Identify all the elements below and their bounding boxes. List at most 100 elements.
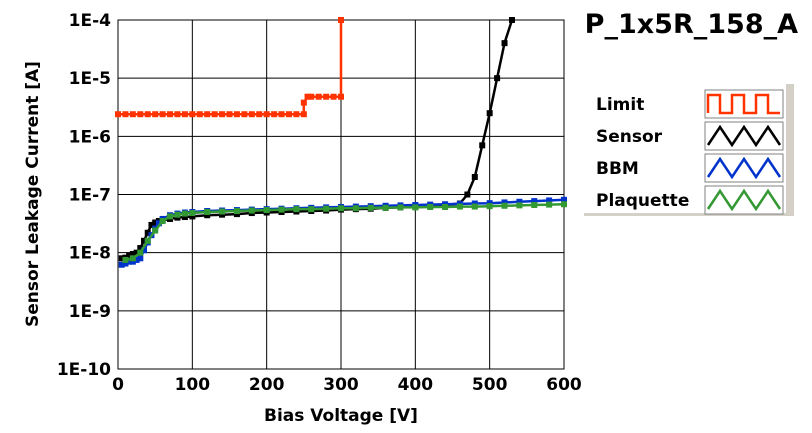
data-point-plaquette bbox=[233, 208, 240, 215]
data-point-plaquette bbox=[152, 227, 159, 234]
data-point-sensor bbox=[508, 17, 515, 23]
y-axis-title: Sensor Leakage Current [A] bbox=[23, 61, 43, 327]
data-point-bbm bbox=[486, 200, 493, 207]
data-point-sensor bbox=[486, 110, 493, 117]
data-point-limit bbox=[256, 111, 263, 118]
data-point-limit bbox=[233, 111, 240, 118]
data-point-bbm bbox=[126, 258, 133, 265]
legend-label: Limit bbox=[596, 95, 644, 115]
data-point-bbm bbox=[137, 255, 144, 262]
data-point-bbm bbox=[141, 247, 148, 254]
data-point-limit bbox=[338, 93, 344, 100]
legend-swatch-bbm bbox=[706, 156, 782, 180]
data-point-plaquette bbox=[397, 204, 404, 211]
data-point-sensor bbox=[501, 40, 508, 47]
data-point-plaquette bbox=[412, 204, 419, 211]
data-point-limit bbox=[115, 111, 121, 118]
y-tick-label: 1E-5 bbox=[69, 69, 111, 89]
data-point-plaquette bbox=[174, 211, 181, 218]
data-point-limit bbox=[315, 93, 322, 100]
data-point-plaquette bbox=[427, 203, 434, 210]
data-point-limit bbox=[226, 111, 233, 118]
data-point-limit bbox=[278, 111, 285, 118]
data-point-plaquette bbox=[293, 206, 300, 213]
data-point-sensor bbox=[148, 221, 155, 228]
x-tick-label: 300 bbox=[323, 375, 359, 395]
data-point-plaquette bbox=[167, 213, 174, 220]
data-point-limit bbox=[204, 111, 211, 118]
data-point-plaquette bbox=[189, 210, 196, 217]
data-point-limit bbox=[181, 111, 188, 118]
x-tick-label: 100 bbox=[175, 375, 211, 395]
data-point-bbm bbox=[501, 199, 508, 206]
data-point-limit bbox=[241, 111, 248, 118]
data-point-plaquette bbox=[248, 207, 255, 214]
data-point-limit bbox=[159, 111, 166, 118]
x-axis-title: Bias Voltage [V] bbox=[264, 406, 418, 426]
legend-item-limit: Limit bbox=[596, 89, 784, 119]
y-tick-label: 1E-4 bbox=[69, 11, 111, 31]
data-point-plaquette bbox=[546, 201, 553, 208]
data-point-bbm bbox=[122, 260, 129, 267]
data-point-limit bbox=[293, 111, 300, 118]
data-point-limit bbox=[285, 111, 292, 118]
y-tick-label: 1E-9 bbox=[69, 302, 111, 322]
data-point-sensor bbox=[126, 252, 133, 259]
data-point-limit bbox=[152, 111, 159, 118]
data-point-limit bbox=[211, 111, 218, 118]
data-point-limit bbox=[263, 111, 270, 118]
data-point-plaquette bbox=[122, 256, 129, 263]
x-axis-ticks: 0 100 200 300 400 500 600 bbox=[112, 375, 582, 395]
data-point-plaquette bbox=[263, 207, 270, 214]
data-point-plaquette bbox=[323, 205, 330, 212]
x-tick-label: 500 bbox=[472, 375, 508, 395]
data-point-bbm bbox=[471, 200, 478, 207]
data-point-plaquette bbox=[456, 203, 463, 210]
data-point-sensor bbox=[144, 229, 151, 236]
data-point-plaquette bbox=[219, 208, 226, 215]
data-point-plaquette bbox=[382, 204, 389, 211]
x-tick-label: 200 bbox=[249, 375, 285, 395]
data-point-plaquette bbox=[442, 203, 449, 210]
data-point-sensor bbox=[181, 214, 188, 221]
data-point-plaquette bbox=[137, 249, 144, 256]
data-point-limit bbox=[167, 111, 174, 118]
data-point-plaquette bbox=[501, 202, 508, 209]
data-point-sensor bbox=[137, 245, 144, 252]
data-point-limit bbox=[189, 111, 196, 118]
data-point-sensor bbox=[219, 211, 226, 218]
data-point-plaquette bbox=[308, 206, 315, 213]
legend-items: Limit Sensor BBM Plaquette bbox=[596, 89, 784, 215]
data-point-plaquette bbox=[352, 205, 359, 212]
data-point-bbm bbox=[516, 198, 523, 205]
data-point-limit bbox=[304, 93, 311, 100]
data-point-sensor bbox=[494, 75, 501, 82]
data-point-sensor bbox=[233, 211, 240, 218]
legend: Limit Sensor BBM Plaquette bbox=[584, 84, 794, 216]
legend-swatch-limit bbox=[706, 93, 780, 115]
y-tick-label: 1E-10 bbox=[57, 360, 111, 380]
data-point-plaquette bbox=[129, 255, 136, 262]
data-point-sensor bbox=[141, 237, 148, 244]
data-point-sensor bbox=[129, 250, 136, 257]
x-tick-label: 400 bbox=[398, 375, 434, 395]
data-point-limit bbox=[300, 111, 307, 118]
data-point-limit bbox=[196, 111, 203, 118]
data-point-sensor bbox=[479, 142, 486, 149]
data-point-plaquette bbox=[338, 205, 344, 212]
data-point-sensor bbox=[118, 255, 125, 262]
legend-item-plaquette: Plaquette bbox=[596, 185, 784, 215]
legend-label: Sensor bbox=[596, 127, 663, 147]
x-tick-label: 0 bbox=[112, 375, 124, 395]
legend-label: Plaquette bbox=[596, 191, 689, 211]
legend-item-bbm: BBM bbox=[596, 153, 784, 183]
data-point-bbm bbox=[129, 258, 136, 265]
data-point-limit bbox=[248, 111, 255, 118]
data-point-bbm bbox=[118, 261, 125, 268]
data-point-plaquette bbox=[516, 202, 523, 209]
data-point-plaquette bbox=[159, 218, 166, 225]
series-layer bbox=[115, 17, 567, 268]
data-point-plaquette bbox=[561, 201, 567, 208]
legend-swatch-plaquette bbox=[706, 188, 782, 212]
